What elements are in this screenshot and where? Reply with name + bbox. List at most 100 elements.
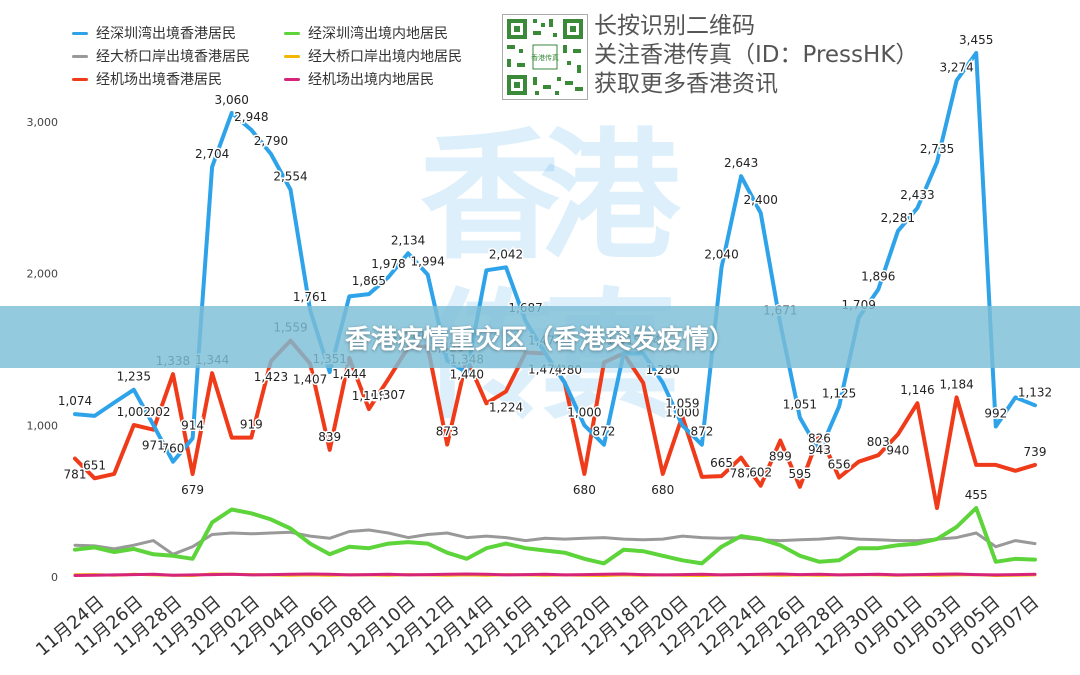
data-label: 992 [984,407,1007,421]
data-label: 2,433 [900,188,934,202]
data-label: 2,134 [391,233,425,247]
legend-item: 经机场出境内地居民 [284,70,496,88]
data-label: 1,224 [489,400,523,414]
legend-swatch [72,54,88,58]
data-label: 940 [886,443,909,457]
data-label: 803 [867,435,890,449]
data-label: 1,896 [861,269,895,283]
series-line [73,51,1037,464]
data-label: 781 [64,468,87,482]
data-label: 595 [788,467,811,481]
data-label: 1,146 [900,383,934,397]
data-label: 826 [808,432,831,446]
data-label: 914 [181,418,204,432]
series-lines [73,51,1037,577]
promo-text: 长按识别二维码 关注香港传真（ID：PressHK） 获取更多香港资讯 [594,12,918,99]
legend-swatch [284,77,300,81]
y-tick-label: 3,000 [27,116,59,129]
data-label: 656 [828,458,851,472]
data-label: 919 [240,418,263,432]
data-label: 602 [749,466,772,480]
legend-swatch [284,54,300,58]
data-label: 872 [690,425,713,439]
data-label: 1,444 [332,367,366,381]
data-label: 872 [593,425,616,439]
legend-label: 经大桥口岸出境香港居民 [96,49,250,65]
banner-title: 香港疫情重灾区（香港突发疫情） [344,324,735,355]
data-label: 2,040 [704,248,738,262]
y-tick-label: 2,000 [27,268,59,281]
title-banner: 香港疫情重灾区（香港突发疫情） [0,306,1080,368]
data-label: 1,994 [410,255,444,269]
data-label: 943 [808,443,831,457]
data-label: 899 [769,450,792,464]
data-label: 2,948 [234,110,268,124]
legend-label: 经大桥口岸出境内地居民 [308,49,462,65]
data-label: 651 [83,458,106,472]
data-label: 455 [965,488,988,502]
legend-label: 经机场出境香港居民 [96,72,222,88]
data-label: 971 [142,439,165,453]
legend-item: 经深圳湾出境香港居民 [72,24,284,42]
y-tick-label: 1,000 [27,419,59,432]
data-label: 787 [730,467,753,481]
promo-line-3: 获取更多香港资讯 [594,71,778,97]
data-label: 1,125 [822,386,856,400]
watermark-glyph: 香 [420,116,560,279]
data-label: 3,274 [939,60,973,74]
legend-item: 经大桥口岸出境内地居民 [284,47,496,65]
data-label: 2,281 [881,211,915,225]
data-label: 839 [318,430,341,444]
promo-line-1: 长按识别二维码 [594,13,755,39]
series-line [73,506,1037,566]
data-label: 1,132 [1018,385,1052,399]
data-label: 1,865 [352,274,386,288]
data-label: 3,060 [215,93,249,107]
data-label: 3,455 [959,33,993,47]
data-label: 679 [181,483,204,497]
legend-item: 经大桥口岸出境香港居民 [72,47,284,65]
data-label: 1,000 [567,405,601,419]
promo-line-2: 关注香港传真（ID：PressHK） [594,42,919,68]
legend-label: 经机场出境内地居民 [308,72,434,88]
data-label: 2,042 [489,247,523,261]
data-label: 2,704 [195,147,229,161]
data-label: 1,978 [371,257,405,271]
legend-swatch [72,77,88,81]
data-label: 1,108 [352,389,386,403]
data-label: 2,735 [920,142,954,156]
data-label: 760 [162,442,185,456]
data-label: 1,184 [939,377,973,391]
data-label: 1,235 [117,370,151,384]
data-label: 1,000 [665,405,699,419]
legend-label: 经深圳湾出境香港居民 [96,26,236,42]
watermark-glyph: 港 [540,116,682,279]
data-label: 1,002 [136,405,170,419]
series-line [73,528,1037,556]
data-label: 2,400 [744,193,778,207]
data-label: 2,554 [273,170,307,184]
data-label: 680 [573,483,596,497]
data-label: 1,002 [117,405,151,419]
legend-label: 经深圳湾出境内地居民 [308,26,448,42]
legend-item: 经深圳湾出境内地居民 [284,24,496,42]
data-label: 665 [710,456,733,470]
data-label: 2,790 [254,134,288,148]
data-label: 1,440 [450,368,484,382]
y-tick-label: 0 [51,571,58,584]
data-label: 1,051 [783,398,817,412]
data-label: 1,761 [293,290,327,304]
data-label: 1,407 [293,373,327,387]
data-label: 739 [1024,445,1047,459]
qr-code[interactable]: 香港传真 [502,14,588,100]
data-label: 2,643 [724,156,758,170]
data-label: 1,059 [665,396,699,410]
series-line [73,572,1037,577]
legend: 经深圳湾出境香港居民 经深圳湾出境内地居民 经大桥口岸出境香港居民 经大桥口岸出… [72,24,496,88]
qr-label: 香港传真 [531,53,559,62]
data-label: 680 [651,483,674,497]
data-label: 1,423 [254,370,288,384]
legend-swatch [72,31,88,35]
legend-item: 经机场出境香港居民 [72,70,284,88]
